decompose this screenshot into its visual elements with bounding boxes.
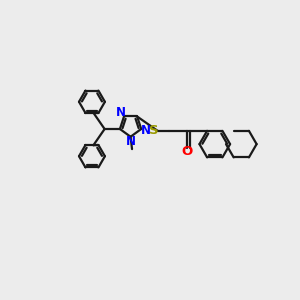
Text: N: N: [116, 106, 126, 119]
Text: S: S: [149, 124, 158, 137]
Text: N: N: [141, 124, 151, 137]
Text: O: O: [182, 145, 193, 158]
Text: N: N: [126, 135, 136, 148]
